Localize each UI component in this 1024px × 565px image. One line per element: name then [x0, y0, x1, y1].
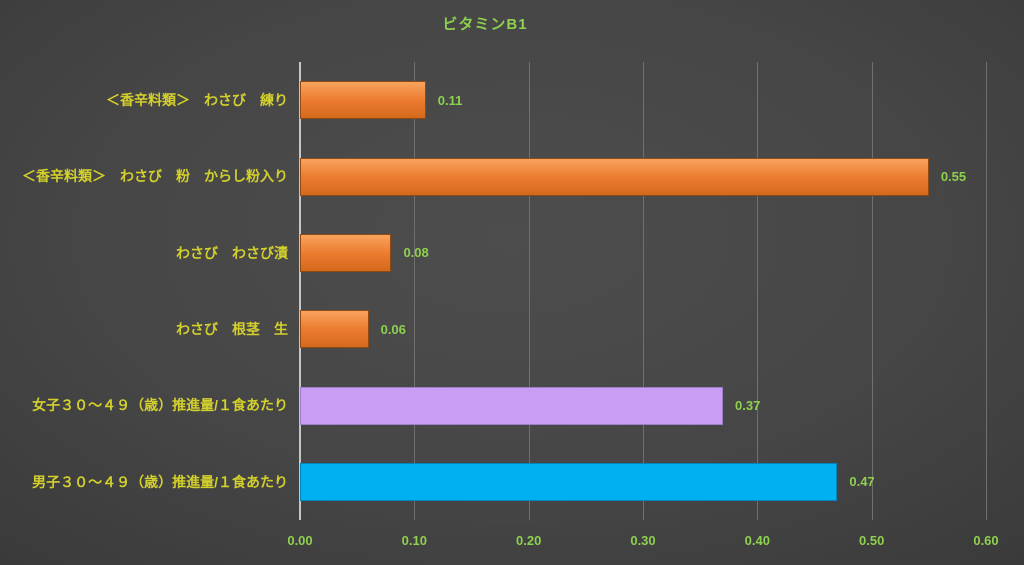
category-label: わさび 根茎 生 — [176, 321, 288, 338]
bar-0 — [300, 81, 426, 120]
category-label: わさび わさび漬 — [176, 244, 288, 261]
category-labels: ＜香辛料類＞ わさび 練り ＜香辛料類＞ わさび 粉 からし粉入りわさび わさび漬… — [0, 62, 288, 520]
category-label: ＜香辛料類＞ わさび 粉 からし粉入り — [22, 168, 288, 185]
x-tick-label: 0.00 — [287, 533, 313, 548]
x-tick-label: 0.60 — [973, 533, 999, 548]
gridline — [643, 62, 644, 520]
bar-3 — [300, 310, 369, 349]
bar-value-label: 0.55 — [940, 168, 967, 184]
x-tick-label: 0.30 — [630, 533, 656, 548]
bar-2 — [300, 233, 392, 272]
x-tick-label: 0.20 — [516, 533, 542, 548]
bar-1 — [300, 157, 929, 196]
bar-4 — [300, 386, 724, 425]
gridline — [414, 62, 416, 520]
chart-title: ビタミンB1 — [442, 16, 528, 33]
x-tick-label: 0.10 — [401, 533, 427, 548]
x-tick-label: 0.40 — [744, 533, 770, 548]
bar-value-label: 0.08 — [403, 245, 429, 261]
gridline — [528, 62, 530, 520]
bar-5 — [300, 462, 838, 501]
gridline — [986, 62, 987, 520]
plot-area: 0.11 0.55 0.08 0.06 0.37 0.47 0.00 0.10 0.20 0.3… — [287, 62, 999, 548]
category-label: 女子３０～４９（歳）推進量/１食あたり — [32, 397, 288, 414]
bar-value-label: 0.37 — [735, 397, 761, 413]
x-axis: 0.00 0.10 0.20 0.30 0.40 0.50 0.60 — [287, 520, 998, 552]
bar-value-label: 0.11 — [437, 92, 463, 108]
bar-value-label: 0.47 — [849, 474, 875, 490]
gridline — [757, 62, 759, 520]
y-axis-line — [299, 62, 301, 520]
category-label: ＜香辛料類＞ わさび 練り — [106, 92, 288, 109]
gridline — [871, 62, 873, 520]
category-label: 男子３０～４９（歳）推進量/１食あたり — [32, 473, 288, 490]
x-tick-label: 0.50 — [859, 533, 885, 548]
bar-value-label: 0.06 — [380, 321, 406, 337]
